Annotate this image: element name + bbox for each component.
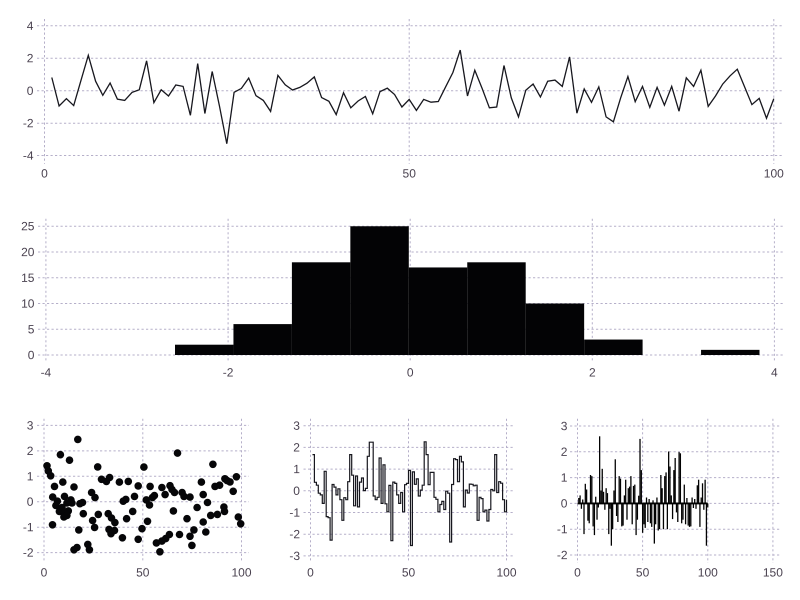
svg-text:0: 0 [27, 84, 34, 98]
svg-text:-1: -1 [289, 506, 300, 520]
svg-text:100: 100 [764, 166, 784, 180]
svg-text:3: 3 [27, 418, 34, 432]
svg-text:15: 15 [21, 271, 35, 285]
svg-text:100: 100 [698, 565, 718, 579]
svg-text:0: 0 [293, 484, 300, 498]
svg-text:2: 2 [293, 440, 300, 454]
svg-text:5: 5 [28, 322, 35, 336]
svg-text:4: 4 [27, 19, 34, 33]
svg-text:-1: -1 [557, 522, 568, 536]
svg-text:-2: -2 [557, 548, 568, 562]
svg-text:2: 2 [27, 51, 34, 65]
svg-text:0: 0 [27, 495, 34, 509]
svg-text:150: 150 [763, 565, 783, 579]
svg-text:100: 100 [231, 565, 251, 579]
svg-text:2: 2 [589, 365, 596, 379]
svg-text:4: 4 [771, 365, 778, 379]
svg-text:50: 50 [402, 565, 416, 579]
svg-text:-2: -2 [289, 527, 300, 541]
svg-text:20: 20 [21, 245, 35, 259]
svg-text:50: 50 [403, 166, 417, 180]
svg-text:0: 0 [41, 565, 48, 579]
svg-text:0: 0 [574, 565, 581, 579]
svg-text:50: 50 [636, 565, 650, 579]
svg-text:-1: -1 [23, 520, 34, 534]
svg-text:0: 0 [41, 166, 48, 180]
svg-text:0: 0 [561, 496, 568, 510]
svg-text:-4: -4 [23, 149, 34, 163]
svg-text:0: 0 [28, 348, 35, 362]
svg-text:2: 2 [27, 444, 34, 458]
svg-text:25: 25 [21, 219, 35, 233]
svg-text:-4: -4 [41, 365, 52, 379]
svg-text:50: 50 [136, 565, 150, 579]
svg-text:2: 2 [561, 445, 568, 459]
svg-text:-2: -2 [23, 546, 34, 560]
svg-text:1: 1 [561, 471, 568, 485]
svg-text:-2: -2 [223, 365, 234, 379]
svg-text:-3: -3 [289, 549, 300, 563]
svg-text:-2: -2 [23, 116, 34, 130]
svg-text:10: 10 [21, 297, 35, 311]
svg-text:1: 1 [293, 462, 300, 476]
svg-text:100: 100 [496, 565, 516, 579]
svg-text:3: 3 [561, 419, 568, 433]
svg-text:0: 0 [307, 565, 314, 579]
svg-text:3: 3 [293, 419, 300, 433]
svg-text:0: 0 [407, 365, 414, 379]
svg-text:1: 1 [27, 469, 34, 483]
